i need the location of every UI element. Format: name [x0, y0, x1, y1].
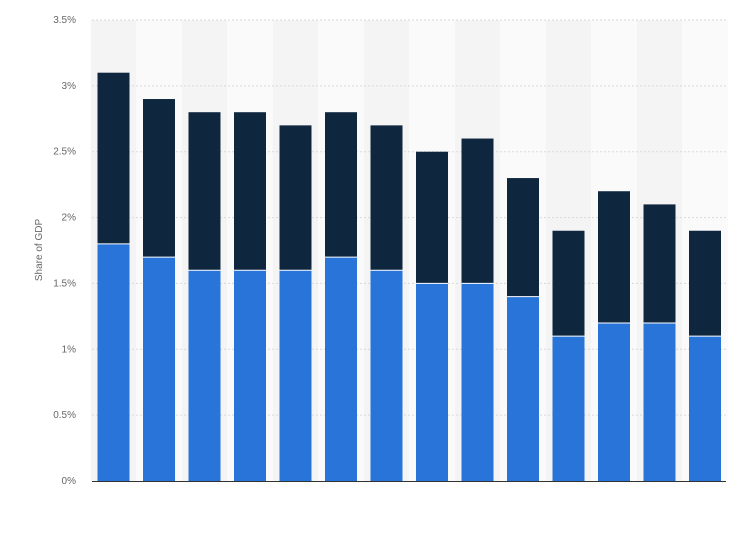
bar-segment-upper	[143, 99, 175, 258]
bar-segment-upper	[461, 138, 494, 284]
bar-segment-upper	[370, 125, 403, 271]
bar-segment-upper	[234, 112, 266, 271]
y-tick-label: 0.5%	[53, 410, 76, 421]
bar-segment-lower	[370, 270, 403, 481]
bar-segment-lower	[234, 270, 266, 481]
bars	[97, 72, 721, 481]
bar-segment-lower	[188, 270, 221, 481]
bar-segment-upper	[188, 112, 221, 271]
y-tick-label: 3.5%	[53, 15, 76, 26]
bar-segment-lower	[598, 322, 630, 481]
bar-segment-upper	[279, 125, 312, 271]
bar-segment-lower	[461, 283, 494, 481]
bar-segment-lower	[325, 257, 357, 481]
bar-segment-lower	[279, 270, 312, 481]
y-tick-label: 3%	[62, 81, 77, 92]
y-tick-label: 0%	[62, 476, 77, 487]
bar-segment-upper	[689, 230, 721, 337]
background-bands	[90, 20, 728, 481]
bar-segment-lower	[552, 336, 585, 481]
y-tick-label: 1.5%	[53, 278, 76, 289]
bar-segment-upper	[552, 230, 585, 337]
bar-segment-upper	[416, 151, 448, 284]
bar-segment-lower	[416, 283, 448, 481]
bar-segment-upper	[325, 112, 357, 258]
bar-segment-lower	[143, 257, 175, 481]
bar-segment-lower	[689, 336, 721, 481]
bar-segment-lower	[507, 296, 539, 481]
bar-segment-lower	[97, 243, 130, 481]
y-tick-label: 2.5%	[53, 147, 76, 158]
bar-segment-upper	[643, 204, 676, 323]
y-axis-tick-labels: 0% 0.5% 1% 1.5% 2% 2.5% 3% 3.5%	[53, 15, 76, 487]
y-tick-label: 2%	[62, 213, 77, 224]
bar-segment-upper	[97, 72, 130, 244]
bar-segment-lower	[643, 322, 676, 481]
bar-segment-upper	[507, 178, 539, 297]
y-tick-label: 1%	[62, 344, 77, 355]
bar-segment-upper	[598, 191, 630, 323]
y-axis-title: Share of GDP	[34, 219, 45, 282]
